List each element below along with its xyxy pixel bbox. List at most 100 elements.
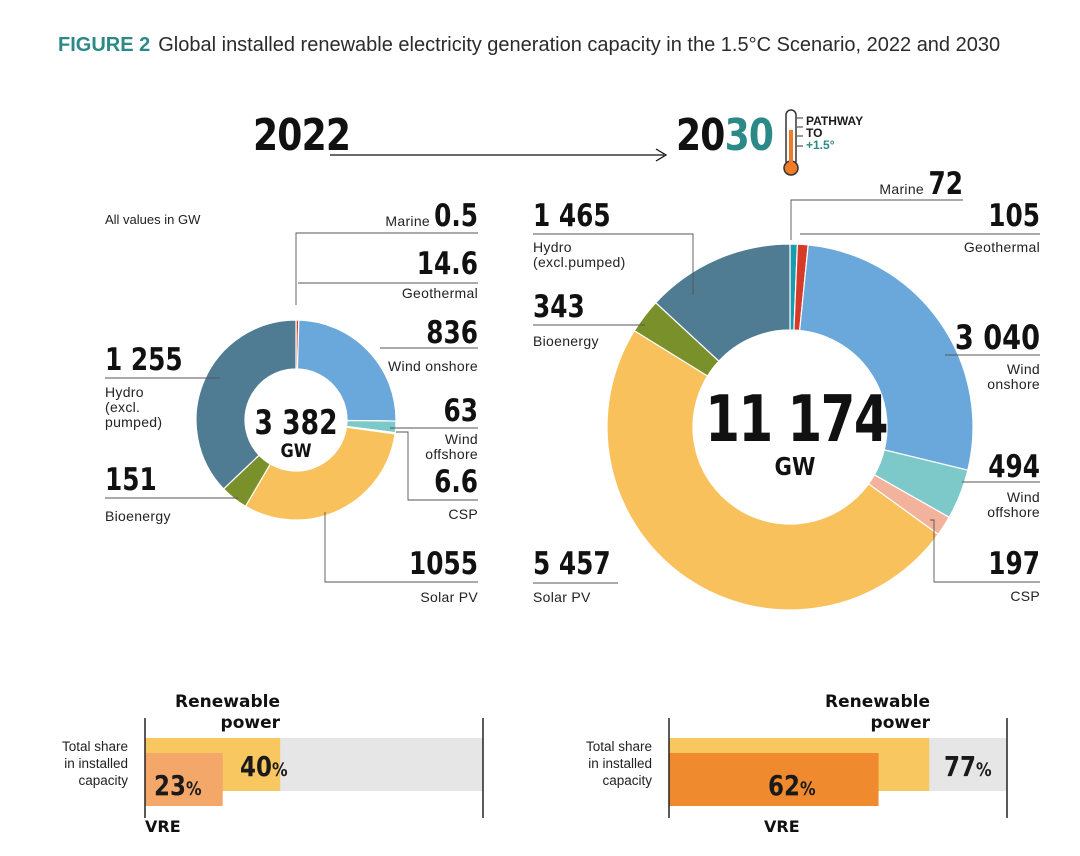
donut-2022: [195, 319, 397, 521]
share-label-2022-line-2: in installed: [64, 756, 128, 771]
renewable-pct-2022-sign: %: [271, 759, 288, 781]
label-2030-wind-onshore-line-1: Wind: [1006, 361, 1040, 377]
vre-bar-2030: [669, 753, 879, 806]
vre-pct-2022: 23%: [154, 769, 202, 802]
year-2030-suffix: 30: [724, 110, 774, 161]
year-2022-heading: 2022: [253, 110, 351, 161]
value-2022-bioenergy: 151: [105, 462, 157, 498]
label-2022-hydro-line-1: Hydro: [105, 384, 144, 400]
donut-2030: [606, 243, 974, 611]
pathway-line-3: +1.5°: [806, 138, 835, 152]
label-2022-csp: CSP: [448, 506, 478, 522]
value-2022-wind-onshore: 836: [426, 315, 478, 351]
share-title-2022: Renewable power: [160, 692, 280, 734]
value-2030-geothermal: 105: [988, 198, 1040, 234]
label-2030-csp: CSP: [1010, 588, 1040, 604]
value-2030-marine: 72: [928, 166, 963, 202]
vre-pct-2022-sign: %: [185, 778, 202, 800]
label-2030-wind-offshore-line-1: Wind: [1006, 489, 1040, 505]
value-2022-wind-offshore: 63: [443, 393, 478, 429]
renewable-pct-2022-value: 40: [240, 750, 272, 783]
label-2022-wind-offshore: Wind offshore: [378, 432, 478, 462]
thermometer-icon: [783, 109, 803, 176]
label-2022-hydro-line-3: pumped): [105, 414, 163, 430]
label-2030-solar-pv: Solar PV: [533, 589, 591, 605]
timeline-arrowhead: [655, 148, 668, 162]
donut-2022-slice-wind-onshore: [296, 319, 397, 422]
vre-pct-2030-sign: %: [799, 778, 816, 800]
renewable-pct-2030-value: 77: [944, 750, 976, 783]
leader-lines-2030: [533, 199, 1040, 584]
label-2030-geothermal: Geothermal: [963, 239, 1040, 255]
share-label-2022: Total share in installed capacity: [28, 738, 128, 789]
label-2030-hydro-line-2: (excl.pumped): [533, 254, 626, 270]
value-2030-wind-onshore: 3 040: [954, 318, 1040, 358]
renewable-pct-2022: 40%: [240, 750, 288, 783]
value-2030-solar-pv: 5 457: [533, 546, 611, 582]
figure-label: FIGURE 2: [58, 34, 151, 56]
share-label-2022-line-1: Total share: [61, 739, 128, 754]
value-2022-csp: 6.6: [434, 464, 478, 500]
share-title-2022-line-2: power: [220, 713, 280, 733]
donut-2030-slice-wind-onshore: [798, 244, 974, 471]
label-2030-wind-offshore: Wind offshore: [940, 490, 1040, 520]
value-2022-marine: 0.5: [434, 198, 478, 234]
label-2030-wind-offshore-line-2: offshore: [987, 504, 1040, 520]
figure-title: FIGURE 2 Global installed renewable elect…: [58, 34, 1000, 57]
share-label-2030: Total share in installed capacity: [552, 738, 652, 789]
label-2030-hydro: Hydro (excl.pumped): [533, 240, 626, 270]
value-2030-csp: 197: [988, 546, 1040, 582]
total-2030-value: 11 174: [705, 383, 888, 457]
units-note: All values in GW: [105, 212, 201, 227]
pathway-line-1: PATHWAY: [806, 114, 864, 128]
label-2030-wind-onshore: Wind onshore: [940, 362, 1040, 392]
share-title-2030-line-1: Renewable: [825, 692, 930, 712]
label-2022-wind-onshore: Wind onshore: [388, 358, 478, 374]
label-2022-wind-offshore-line-2: offshore: [425, 446, 478, 462]
pathway-line-2: TO: [806, 126, 823, 140]
donut-2030-slice-hydro: [654, 243, 791, 362]
share-label-2030-line-1: Total share: [585, 739, 652, 754]
value-2022-hydro: 1 255: [105, 342, 183, 378]
year-2030-heading: 2030: [676, 110, 774, 161]
renewable-pct-2030-sign: %: [975, 759, 992, 781]
label-2030-bioenergy: Bioenergy: [533, 333, 599, 349]
label-2030-hydro-line-1: Hydro: [533, 239, 572, 255]
total-2022-value: 3 382: [254, 403, 338, 443]
vre-pct-2030-value: 62: [768, 769, 800, 802]
donut-2030-slice-solar-pv: [606, 329, 940, 611]
label-2030-marine: Marine: [879, 181, 924, 197]
vre-label-2022: VRE: [145, 817, 181, 836]
value-2022-solar-pv: 1055: [408, 546, 478, 582]
renewable-pct-2030: 77%: [944, 750, 992, 783]
value-2030-wind-offshore: 494: [988, 449, 1040, 485]
vre-pct-2022-value: 23: [154, 769, 186, 802]
value-2030-hydro: 1 465: [533, 198, 611, 234]
year-2030-prefix: 20: [676, 110, 725, 161]
vre-label-2030: VRE: [764, 817, 800, 836]
donut-2022-slice-solar-pv: [244, 426, 396, 521]
pathway-label: PATHWAY TO +1.5°: [806, 115, 863, 151]
label-2022-hydro-line-2: (excl.: [105, 399, 141, 415]
figure-title-text: Global installed renewable electricity g…: [158, 34, 1001, 56]
total-2030-unit: GW: [774, 452, 816, 481]
vre-bar-2022: [145, 753, 223, 806]
share-label-2022-line-3: capacity: [78, 773, 128, 788]
donut-2022-slice-hydro: [195, 319, 297, 490]
label-2022-geothermal: Geothermal: [401, 285, 478, 301]
label-2022-solar-pv: Solar PV: [420, 589, 478, 605]
label-2022-hydro: Hydro (excl. pumped): [105, 385, 162, 430]
value-2022-geothermal: 14.6: [416, 246, 478, 282]
label-2030-wind-onshore-line-2: onshore: [987, 376, 1040, 392]
share-title-2030-line-2: power: [870, 713, 930, 733]
share-label-2030-line-2: in installed: [588, 756, 652, 771]
share-bars-2022: [144, 718, 484, 818]
share-bars-2030: [668, 718, 1008, 818]
label-2022-bioenergy: Bioenergy: [105, 508, 171, 524]
share-title-2030: Renewable power: [810, 692, 930, 734]
label-2022-marine: Marine: [385, 213, 430, 229]
share-label-2030-line-3: capacity: [602, 773, 652, 788]
value-2030-bioenergy: 343: [533, 289, 585, 325]
vre-pct-2030: 62%: [768, 769, 816, 802]
